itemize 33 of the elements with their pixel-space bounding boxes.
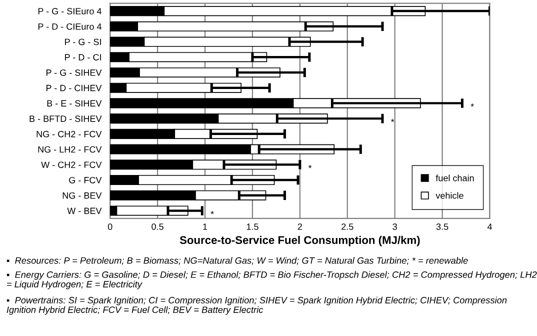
text: ▪ Powertrains: SI = Spark Ignition; CI = Compression Ignition; SIHEV = Spark Ignition Hybrid Electric; CIHEV; Compression Ignition Hybrid Electric; FCV = Fuel Cell; BEV = Battery Electric [6, 296, 507, 315]
x-tick-label: 3 [392, 224, 397, 230]
y-tick-label: B - E - SIHEV [47, 100, 102, 107]
y-tick-label: P - G - SI [65, 38, 101, 46]
y-tick-label: G - FCV [69, 176, 102, 184]
text: ▪ Energy Carriers: G = Gasoline; D = Diesel; E = Ethanol; BFTD = Bio Fischer-Tropsch Diesel; CH2 = Compressed Hydrogen; LH2 = Liquid Hydrogen; E = Electricity [6, 271, 537, 290]
y-tick-label: P - G - SIHEV [46, 69, 102, 76]
text: ▪ Resources: P = Petroleum; B = Biomass; NG=Natural Gas; W = Wind; GT = Natural Gas Turbine; * = renewable [6, 257, 468, 265]
x-axis-title: Source-to-Service Fuel Consumption (MJ/km) [180, 236, 420, 246]
y-tick-label: NG - CH2 - FCV [36, 130, 102, 138]
x-tick-label: 2 [298, 224, 302, 230]
y-tick-label: NG - BEV [62, 192, 102, 199]
annotation: * [390, 118, 394, 122]
y-tick-label: P - D - CI [65, 54, 101, 60]
x-tick-label: 2.5 [342, 224, 354, 230]
x-tick-label: 4 [487, 224, 492, 230]
x-tick-label: 1.5 [246, 224, 258, 230]
annotation: * [470, 103, 474, 107]
y-tick-label: P - G - SIEuro 4 [38, 8, 102, 14]
annotation: * [210, 211, 214, 214]
y-tick-label: NG - LH2 - FCV [38, 146, 102, 153]
y-tick-label: P - D - CIEuro 4 [38, 23, 102, 30]
x-tick-label: 0 [108, 224, 112, 230]
y-tick-label: W - CH2 - FCV [41, 162, 102, 168]
legend-label: vehicle [436, 192, 464, 199]
legend-label: fuel chain [436, 174, 474, 182]
y-tick-label: P - D - CIHEV [46, 84, 102, 92]
annotation: * [308, 164, 312, 168]
y-tick-label: B - BFTD - SIHEV [30, 116, 102, 122]
x-tick-label: 1 [203, 224, 208, 230]
y-tick-label: W - BEV [67, 208, 102, 214]
x-tick-label: 0.5 [152, 224, 164, 230]
x-tick-label: 3.5 [436, 224, 448, 230]
